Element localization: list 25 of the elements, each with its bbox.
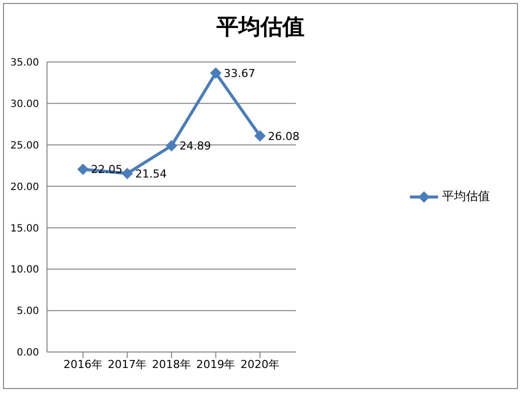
- data-label: 24.89: [180, 140, 211, 153]
- data-label: 22.05: [91, 163, 122, 176]
- point: [254, 130, 266, 142]
- y-tick-label: 0.00: [16, 348, 39, 359]
- point: [166, 140, 177, 152]
- y-tick-label: 10.00: [10, 264, 39, 276]
- data-label: 33.67: [224, 66, 256, 80]
- point: [78, 164, 88, 175]
- y-tick-label: 5.00: [16, 306, 39, 318]
- point: [122, 168, 133, 180]
- x-tick-label: 2017年: [108, 358, 147, 371]
- data-label: 26.08: [268, 130, 300, 143]
- y-tick-label: 35.00: [10, 58, 39, 69]
- point: [210, 68, 222, 79]
- y-tick-label: 30.00: [10, 98, 39, 110]
- data-label: 21.54: [135, 167, 167, 180]
- y-tick-label: 20.00: [10, 182, 39, 193]
- x-tick-label: 2016年: [64, 358, 102, 371]
- x-tick-label: 2018年: [152, 358, 191, 371]
- x-tick-label: 2020年: [240, 358, 280, 371]
- legend-label: 平均估值: [442, 188, 490, 205]
- y-tick-label: 15.00: [10, 223, 39, 234]
- x-tick-label: 2019年: [196, 358, 236, 371]
- chart-title: 平均估值: [216, 13, 306, 42]
- y-tick-label: 25.00: [10, 140, 39, 152]
